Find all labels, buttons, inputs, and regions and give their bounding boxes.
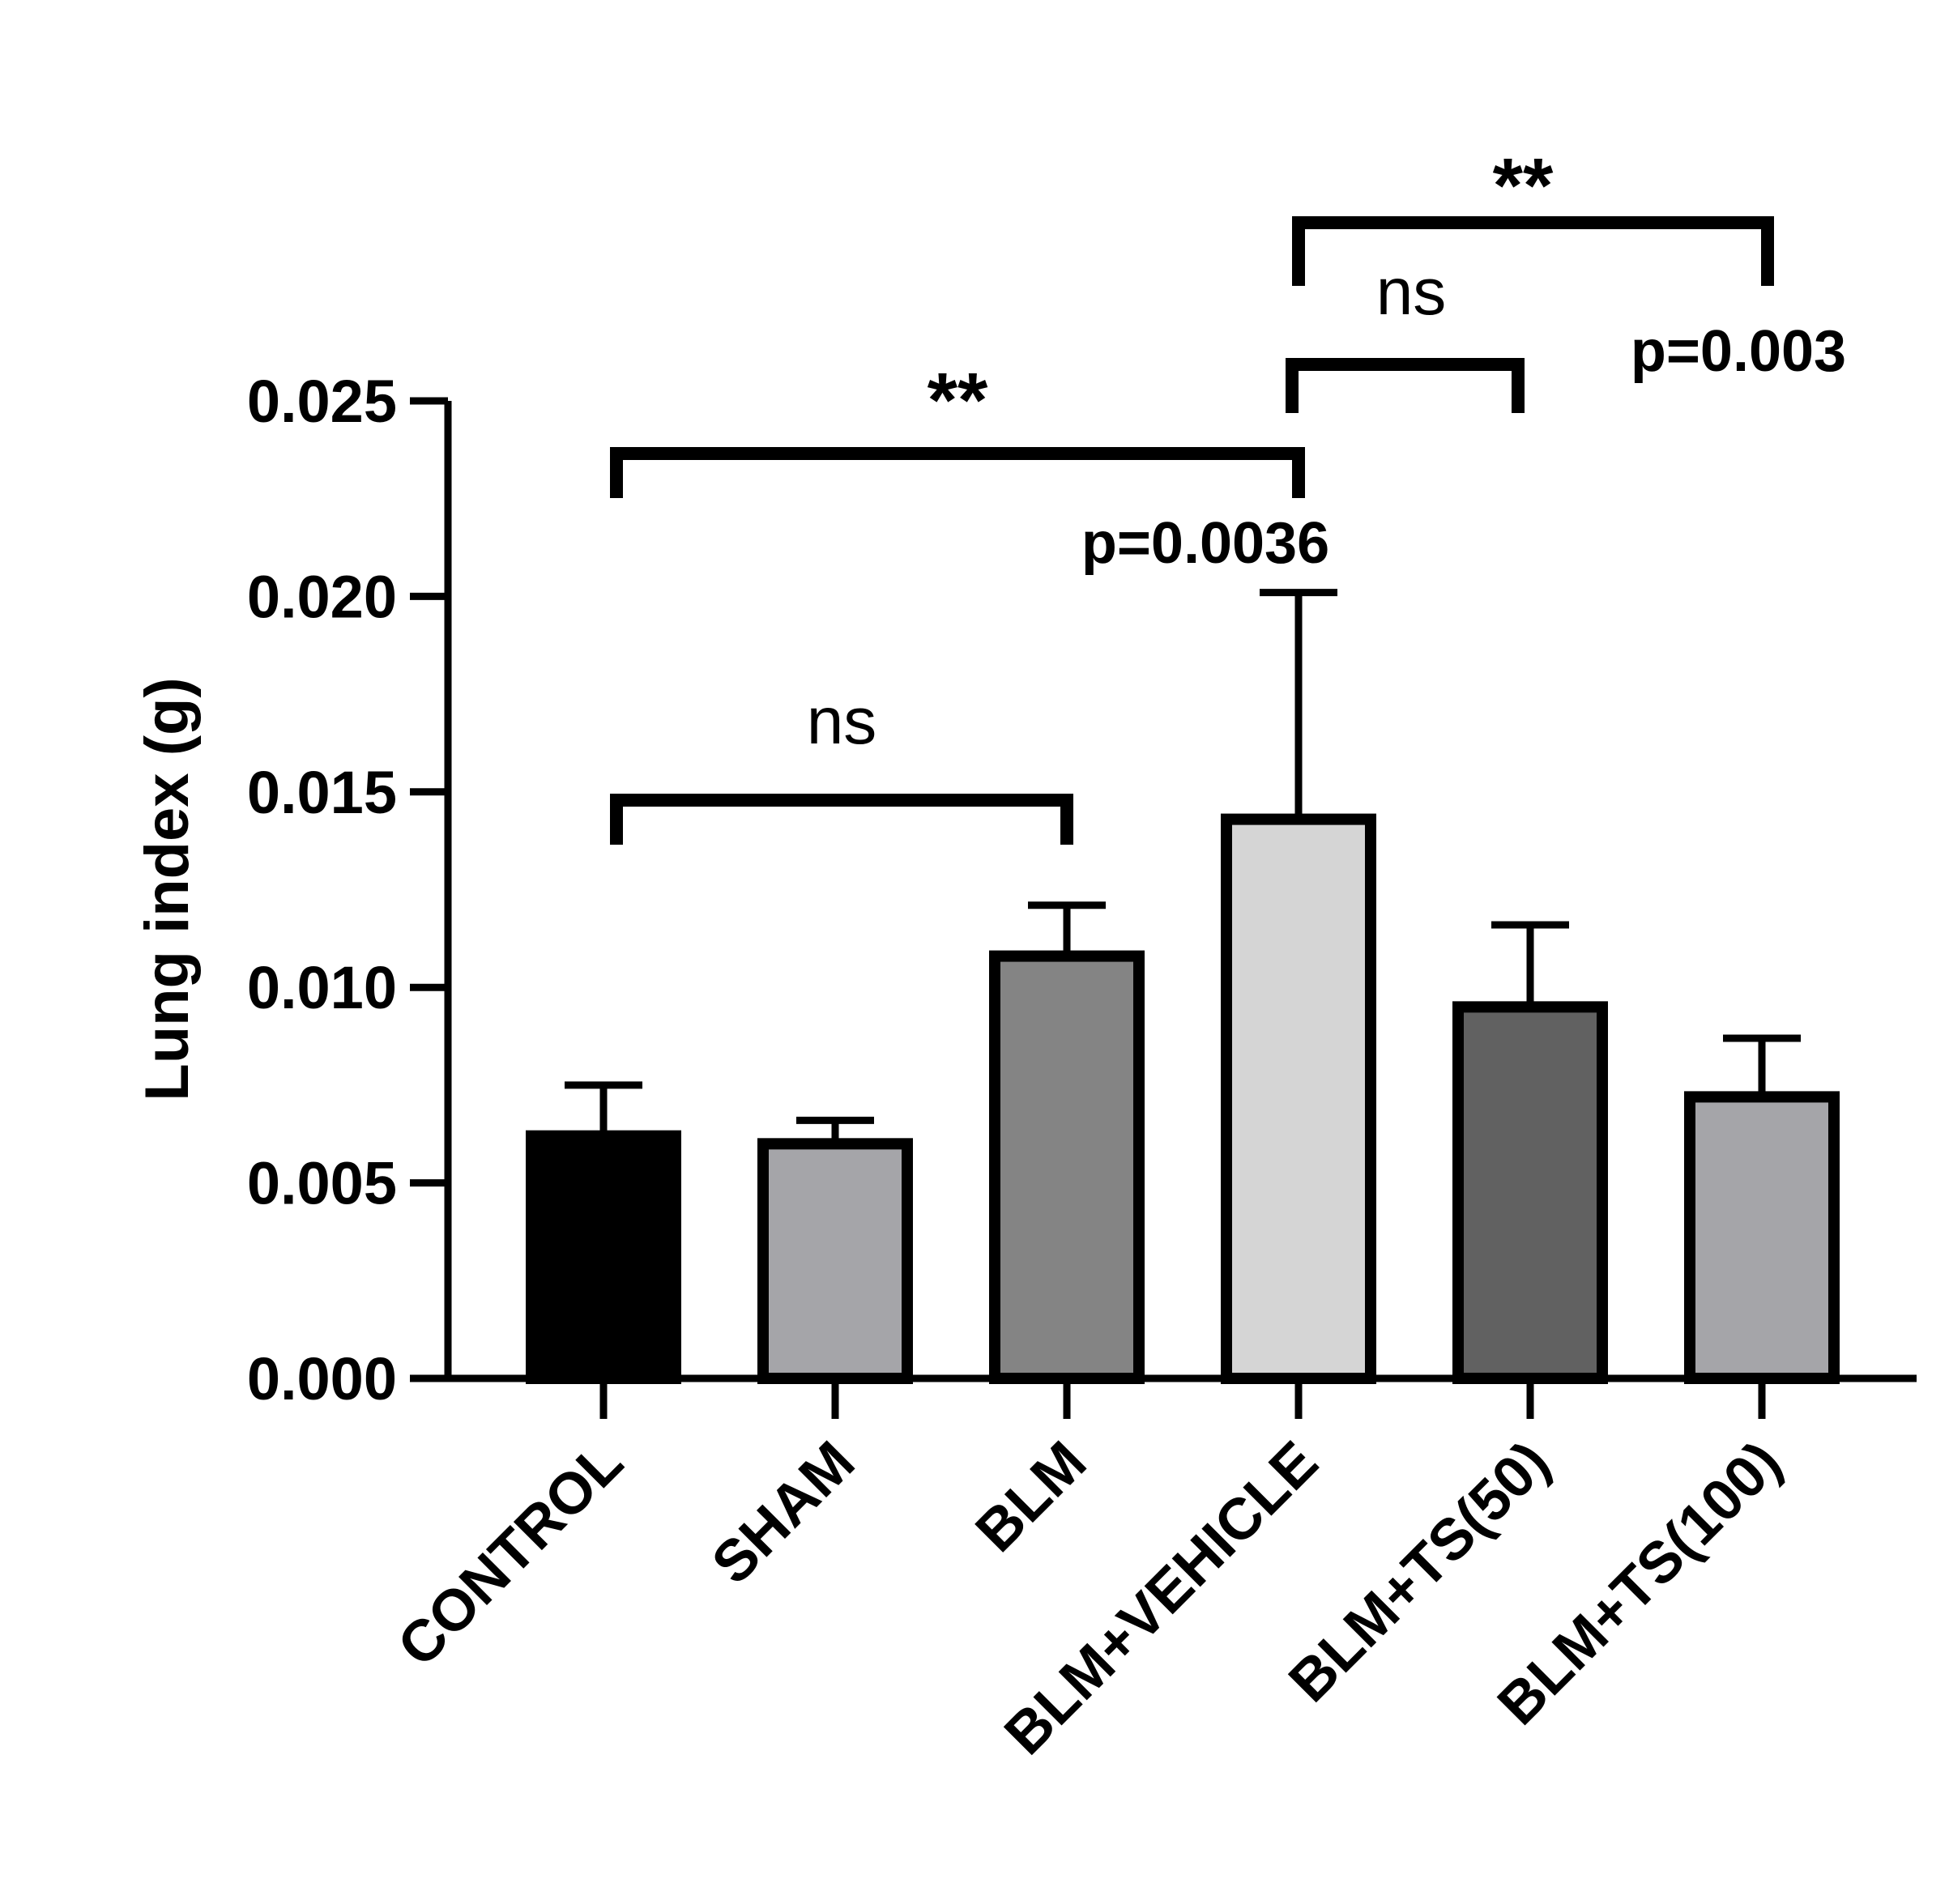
significance-bracket: [610, 794, 1073, 845]
significance-ns: ns: [1376, 255, 1447, 329]
significance-bracket: [1292, 216, 1774, 286]
y-tick-label: 0.005: [247, 1150, 397, 1217]
y-tick-label: 0.010: [247, 954, 397, 1021]
significance-bracket: [1286, 358, 1525, 413]
y-tick-label: 0.025: [247, 368, 397, 435]
significance-stars: **: [1493, 143, 1554, 229]
category-labels: CONTROL SHAM BLMBLM+VEHICLEBLM+TS(50)BLM+T…: [386, 1429, 1793, 1767]
bar-control: [526, 1130, 681, 1384]
category-label: BLM: [963, 1429, 1098, 1565]
axes-layer: [444, 401, 1917, 1382]
bar-blm-vehicle: [1221, 813, 1376, 1384]
bar-blm-ts-50-: [1452, 1001, 1608, 1384]
significance-layer: ns ** p=0.0036 ns ** p=0.003: [610, 143, 1846, 845]
significance-bracket: [610, 447, 1305, 498]
significance-ns: ns: [807, 684, 877, 758]
p-value-label: p=0.0036: [1081, 511, 1329, 576]
ticks-layer: 0.000 0.005 0.010 0.015 0.020 0.025: [247, 368, 1766, 1419]
bar-blm-ts-100-: [1684, 1091, 1840, 1385]
bars-layer: [526, 589, 1840, 1385]
bar-sham: [757, 1138, 913, 1384]
p-value-label: p=0.003: [1631, 319, 1846, 384]
category-label: SHAM: [700, 1429, 867, 1596]
bar-blm: [989, 950, 1145, 1385]
significance-stars: **: [928, 357, 988, 444]
y-tick-label: 0.020: [247, 563, 397, 630]
category-label: CONTROL: [386, 1429, 635, 1679]
y-axis-title: Lung index (g): [133, 677, 202, 1101]
y-tick-label: 0.000: [247, 1345, 397, 1412]
y-tick-label: 0.015: [247, 759, 397, 826]
